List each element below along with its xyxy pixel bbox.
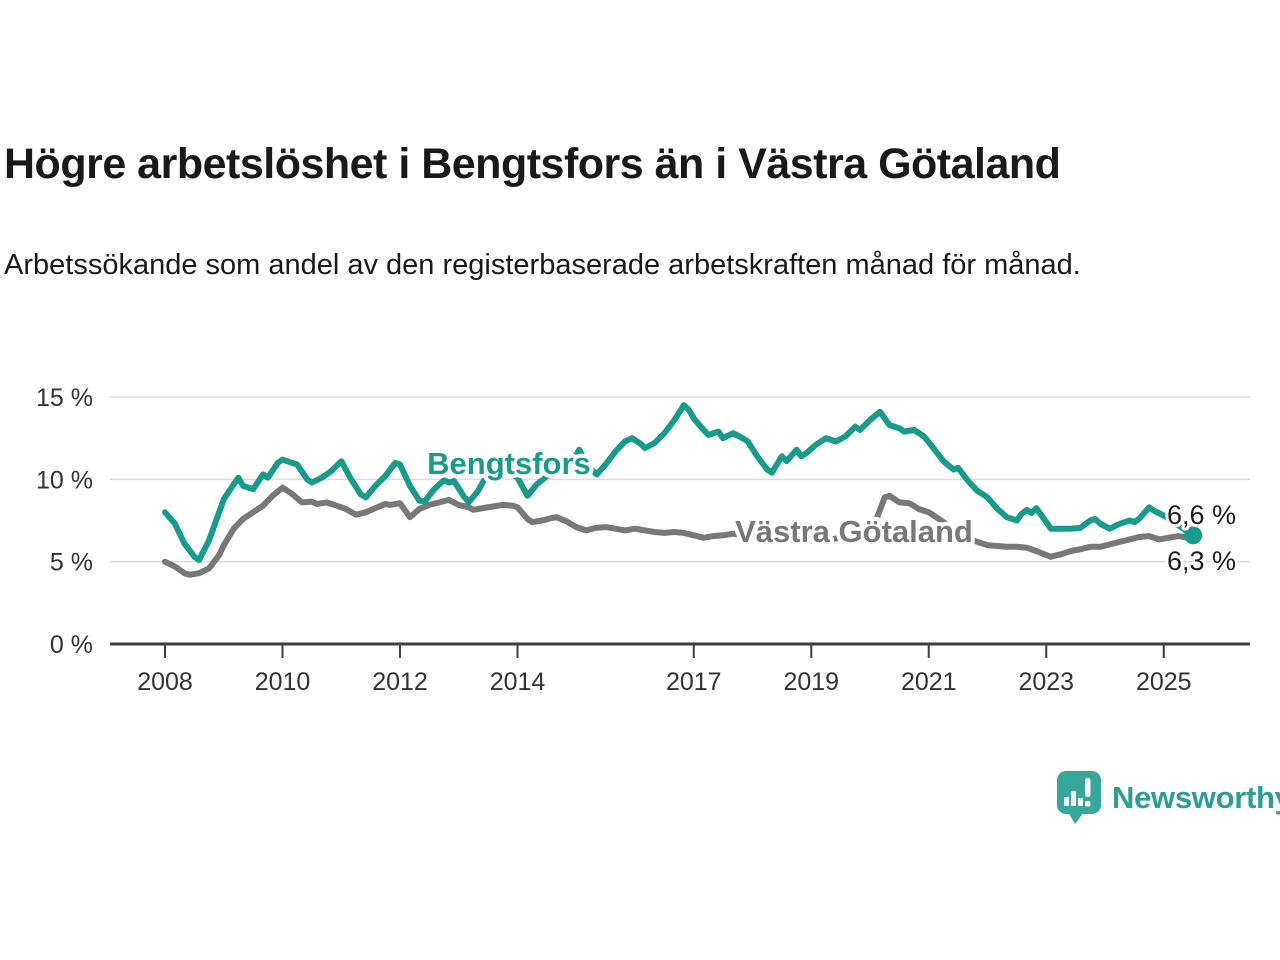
y-tick-label: 5 %: [50, 549, 93, 577]
gridlines: [110, 396, 1250, 646]
x-tick-label: 2025: [1136, 668, 1192, 696]
x-tick-label: 2008: [137, 668, 193, 696]
series-line-bengtsfors: [162, 402, 1197, 563]
end-value-label-vastra-gotaland: 6,3 %: [1167, 546, 1236, 576]
x-tick-label: 2014: [490, 668, 546, 696]
page-title: Högre arbetslöshet i Bengtsfors än i Väs…: [4, 140, 1061, 188]
newsworthy-wordmark: Newsworthy: [1112, 780, 1280, 815]
x-axis: 2008 2010 2012 2014 2017 2019 2021 2023 2025: [137, 645, 1192, 696]
newsworthy-logo: Newsworthy: [1056, 770, 1280, 826]
logo-bubble-tail: [1068, 812, 1084, 824]
end-value-label-bengtsfors: 6,6 %: [1167, 500, 1236, 530]
series-line-v-stra-g-taland: [162, 484, 1197, 578]
series-end-marker: [1184, 526, 1203, 545]
logo-bubble: [1057, 771, 1101, 814]
newsworthy-icon: [1057, 771, 1101, 824]
logo-bar-chart-icon: [1064, 778, 1091, 807]
x-tick-label: 2010: [255, 668, 311, 696]
series-label-vastra-gotaland: Västra Götaland: [735, 514, 973, 549]
series-label-bengtsfors: Bengtsfors: [427, 446, 591, 481]
series-lines: [162, 402, 1197, 578]
x-tick-label: 2012: [372, 668, 428, 696]
x-tick-label: 2019: [783, 668, 839, 696]
y-tick-label: 10 %: [36, 466, 93, 494]
x-tick-label: 2023: [1018, 668, 1074, 696]
x-tick-label: 2017: [666, 668, 722, 696]
page-subtitle: Arbetssökande som andel av den registerb…: [4, 249, 1081, 281]
y-tick-label: 15 %: [36, 384, 93, 412]
x-tick-label: 2021: [901, 668, 957, 696]
y-axis-labels: 0 % 5 % 10 % 15 %: [36, 384, 93, 659]
y-tick-label: 0 %: [50, 631, 93, 659]
